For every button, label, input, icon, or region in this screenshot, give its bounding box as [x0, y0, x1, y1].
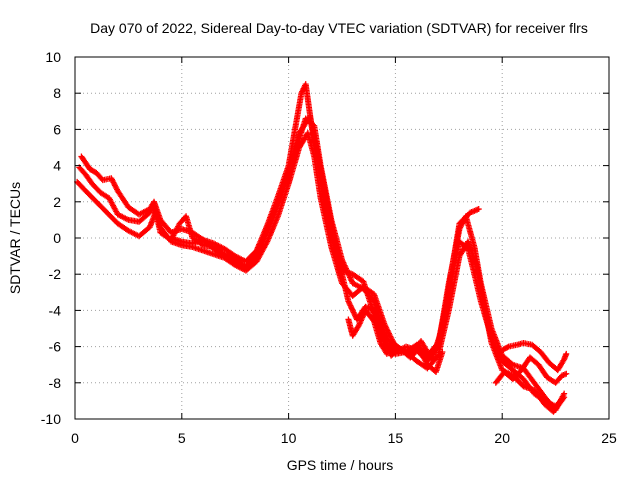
y-tick-label: 0 [53, 230, 61, 246]
y-tick-label: -10 [41, 411, 61, 427]
data-point [439, 349, 446, 356]
y-tick-label: 8 [53, 85, 61, 101]
x-tick-label: 20 [494, 430, 510, 446]
x-tick-label: 0 [71, 430, 79, 446]
data-point [563, 370, 570, 377]
y-tick-label: -2 [49, 266, 62, 282]
data-point [561, 394, 568, 401]
x-tick-label: 5 [178, 430, 186, 446]
x-tick-label: 15 [388, 430, 404, 446]
y-tick-label: -4 [49, 302, 62, 318]
y-tick-label: 4 [53, 158, 61, 174]
y-tick-label: 10 [45, 49, 61, 65]
grid-lines [75, 57, 609, 419]
data-point [504, 344, 511, 351]
y-tick-label: -6 [49, 339, 62, 355]
x-tick-label: 25 [601, 430, 617, 446]
y-axis-label: SDTVAR / TECUs [7, 182, 23, 294]
x-tick-label: 10 [281, 430, 297, 446]
y-tick-label: 2 [53, 194, 61, 210]
y-tick-label: -8 [49, 375, 62, 391]
plot-frame [74, 56, 610, 420]
data-point [563, 350, 570, 357]
data-point [475, 206, 482, 213]
data-points [74, 81, 570, 415]
y-tick-label: 6 [53, 121, 61, 137]
chart-title: Day 070 of 2022, Sidereal Day-to-day VTE… [90, 20, 588, 36]
x-axis-label: GPS time / hours [287, 457, 394, 473]
data-point [560, 395, 567, 402]
